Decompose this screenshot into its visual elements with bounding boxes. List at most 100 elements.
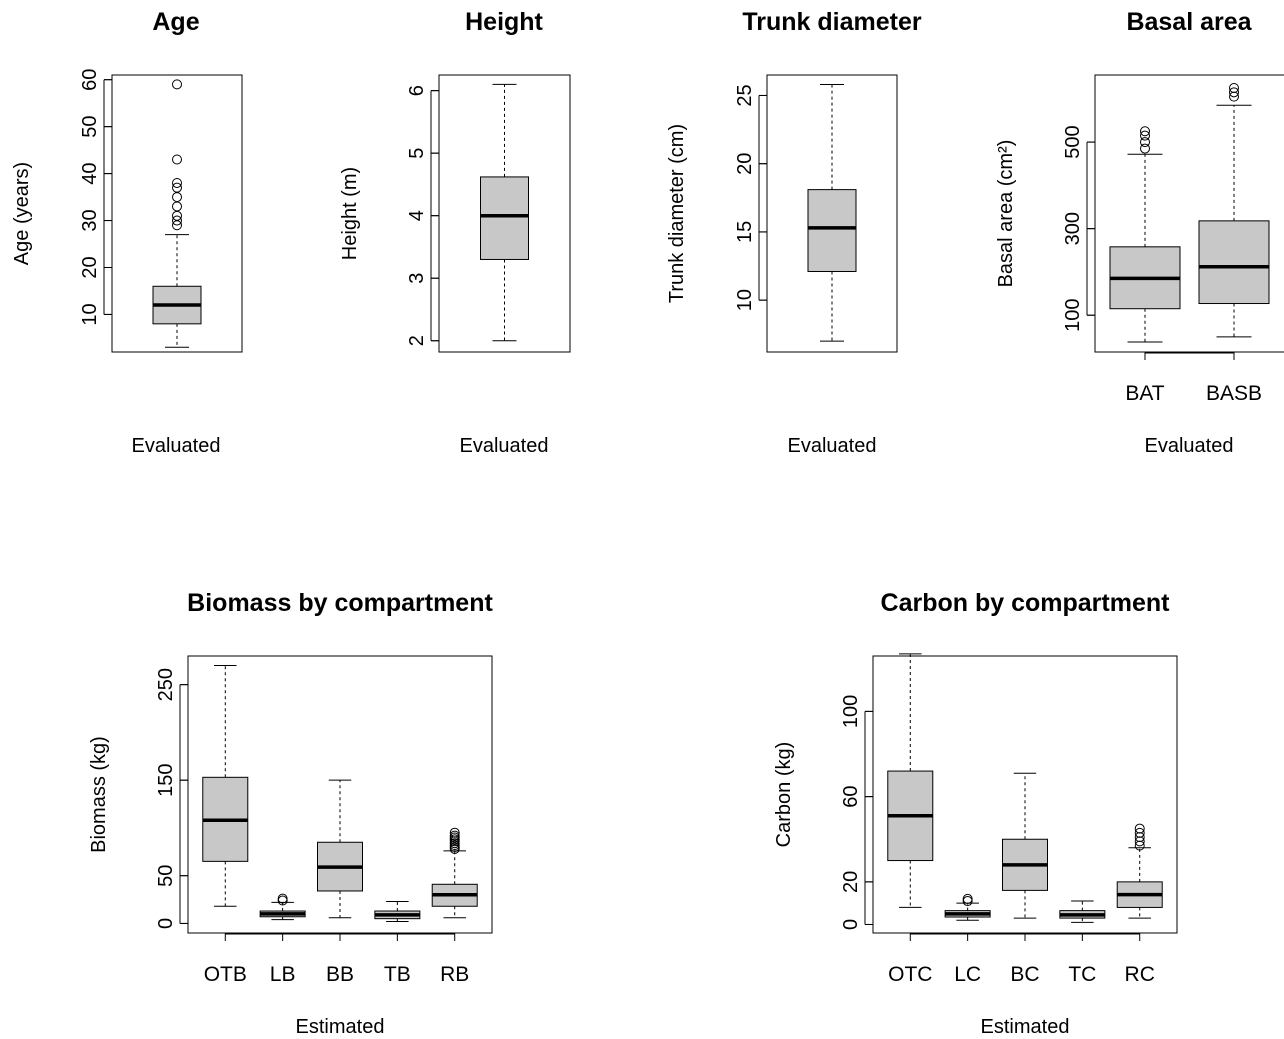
outlier-point <box>1229 87 1239 98</box>
outlier-point <box>1134 827 1145 838</box>
x-axis-label: Evaluated <box>788 435 877 457</box>
iqr-box <box>480 176 529 260</box>
outlier-point <box>449 827 460 838</box>
y-tick-label: 5 <box>406 148 428 159</box>
panel-title: Basal area <box>1126 8 1252 36</box>
x-tick-label: OTB <box>204 963 247 986</box>
y-tick-label: 50 <box>79 116 101 138</box>
outlier-point <box>277 893 288 904</box>
panel-carbon-by-compartment: Carbon by compartment 0 20 60 100 Carbon (kg)… <box>773 589 1178 1038</box>
x-tick-label: RC <box>1125 963 1155 986</box>
y-axis-label: Height (m) <box>339 167 361 260</box>
y-tick-label: 0 <box>840 919 862 930</box>
panel-title: Carbon by compartment <box>881 589 1171 617</box>
y-tick-label: 150 <box>155 763 177 796</box>
plot-frame <box>438 74 571 353</box>
outlier-point <box>1140 126 1150 137</box>
y-tick-label: 250 <box>155 668 177 701</box>
x-tick-label: BASB <box>1206 382 1262 405</box>
x-axis-label: Evaluated <box>132 435 221 457</box>
x-axis-label: Evaluated <box>1145 435 1234 457</box>
outlier-point <box>449 830 460 841</box>
box-bb <box>317 779 363 919</box>
y-tick-label: 30 <box>79 209 101 231</box>
x-tick-label: TC <box>1068 963 1096 986</box>
y-tick-label: 60 <box>79 69 101 91</box>
y-tick-label: 20 <box>734 153 756 175</box>
y-tick-label: 2 <box>406 335 428 346</box>
y-axis-label: Carbon (kg) <box>773 742 795 848</box>
outlier-point <box>172 177 182 188</box>
box-age <box>152 79 202 348</box>
outlier-point <box>1134 823 1145 834</box>
y-tick-label: 3 <box>406 273 428 284</box>
y-tick-label: 6 <box>406 85 428 96</box>
box-tb <box>374 900 421 923</box>
y-axis-label: Trunk diameter (cm) <box>666 124 688 303</box>
panel-title: Age <box>152 8 199 36</box>
y-tick-label: 300 <box>1062 212 1084 245</box>
outlier-point <box>172 192 182 203</box>
y-tick-label: 100 <box>840 695 862 728</box>
outlier-point <box>962 893 973 904</box>
y-tick-label: 40 <box>79 162 101 184</box>
y-axis-label: Biomass (kg) <box>88 736 110 853</box>
y-tick-label: 10 <box>734 289 756 311</box>
x-tick-label: BAT <box>1125 382 1164 405</box>
x-tick-label: RB <box>440 963 469 986</box>
x-tick-label: LC <box>954 963 981 986</box>
box-lb <box>259 893 306 921</box>
panel-title: Height <box>465 8 543 36</box>
y-tick-label: 10 <box>79 303 101 325</box>
box-basb <box>1198 82 1270 338</box>
x-tick-label: LB <box>270 963 296 986</box>
x-tick-label: OTC <box>888 963 932 986</box>
x-axis-label: Estimated <box>981 1016 1070 1038</box>
outlier-point <box>172 215 182 226</box>
box-bat <box>1109 126 1181 343</box>
panel-title: Trunk diameter <box>742 8 921 36</box>
box-height <box>480 83 529 342</box>
box-rb <box>431 827 478 919</box>
panel-biomass-by-compartment: Biomass by compartment 0 50 150 250 Biomass (… <box>88 589 493 1038</box>
box-lc <box>944 893 991 921</box>
y-tick-label: 0 <box>155 918 177 929</box>
x-axis-label: Estimated <box>296 1016 385 1038</box>
y-tick-label: 4 <box>406 210 428 221</box>
box-rc <box>1116 823 1163 919</box>
outlier-point <box>1140 137 1150 148</box>
outlier-point <box>172 79 182 90</box>
plot-frame <box>766 74 898 353</box>
x-tick-label: BB <box>326 963 354 986</box>
iqr-box <box>807 189 857 272</box>
plot-frame <box>1094 74 1284 353</box>
panel-title: Biomass by compartment <box>187 589 493 617</box>
panel-trunk-diameter: Trunk diameter 10 15 20 25 Trunk diameter (cm… <box>666 8 922 457</box>
y-tick-label: 50 <box>155 865 177 887</box>
x-axis-label: Evaluated <box>460 435 549 457</box>
y-tick-label: 15 <box>734 221 756 243</box>
x-tick-label: TB <box>384 963 411 986</box>
y-tick-label: 25 <box>734 84 756 106</box>
iqr-box <box>1198 220 1270 305</box>
outlier-point <box>1140 130 1150 141</box>
box-tc <box>1059 900 1106 923</box>
x-tick-label: BC <box>1010 963 1039 986</box>
y-tick-label: 20 <box>79 256 101 278</box>
outlier-point <box>172 182 182 193</box>
outlier-point <box>172 201 182 212</box>
y-axis-label: Basal area (cm²) <box>995 140 1017 288</box>
y-tick-label: 500 <box>1062 125 1084 158</box>
y-tick-label: 60 <box>840 786 862 808</box>
y-axis-label: Age (years) <box>11 162 33 265</box>
panel-age: Age 10 20 30 40 50 60 Age (years) Evaluated <box>11 8 243 457</box>
panel-height: Height 2 3 4 5 6 Height (m) Evaluated <box>339 8 571 457</box>
box-bc <box>1002 772 1048 919</box>
outlier-point <box>1140 143 1150 154</box>
panel-basal-area: Basal area 100 300 500 Basal area (cm²) Evalu… <box>995 8 1284 457</box>
box-trunk-diameter <box>807 84 857 342</box>
y-tick-label: 20 <box>840 871 862 893</box>
plot-frame <box>111 74 243 353</box>
outlier-point <box>172 154 182 165</box>
